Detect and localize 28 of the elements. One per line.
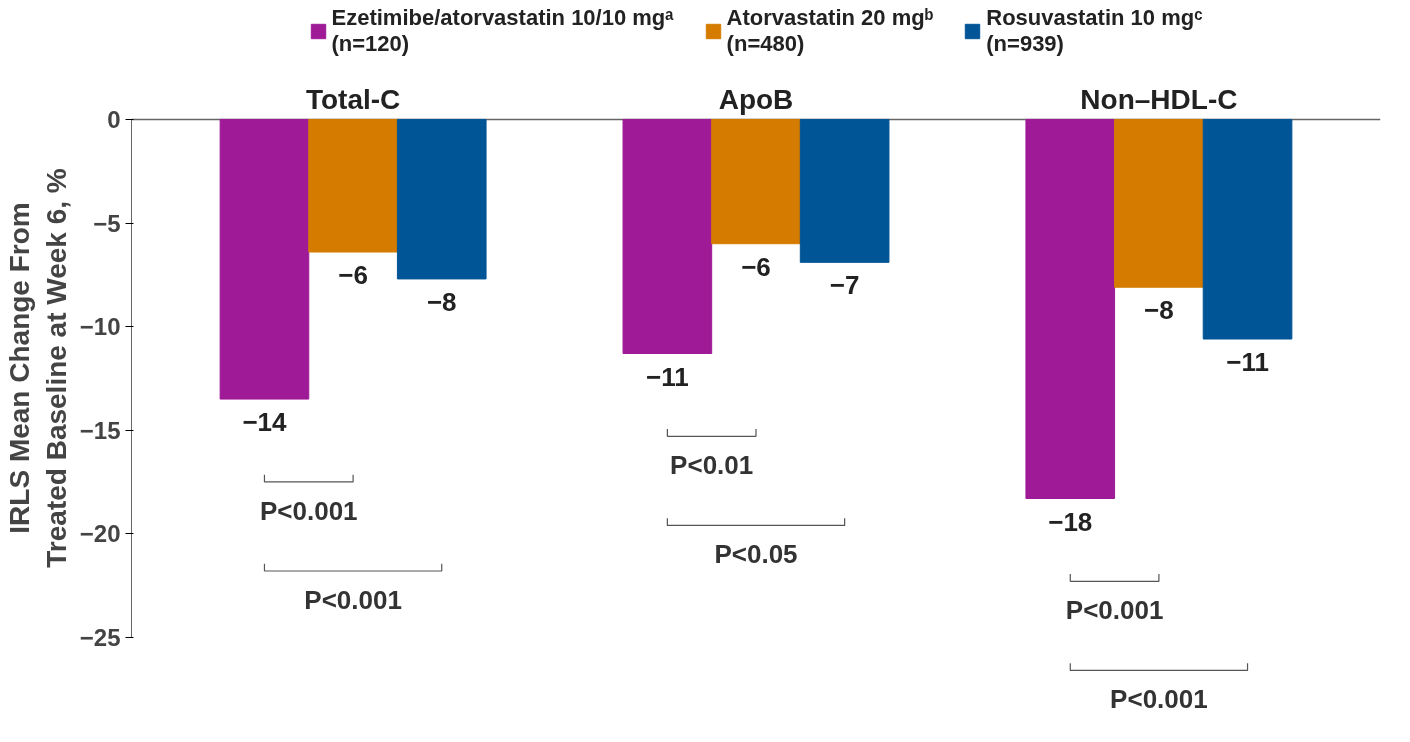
y-tick-label: −20 <box>79 520 121 548</box>
y-axis-title: IRLS Mean Change From Treated Baseline at Week 6, % <box>3 168 72 568</box>
legend-label: Ezetimibe/atorvastatin 10/10 mgᵃ (n=120) <box>331 5 674 57</box>
data-label: −11 <box>1226 347 1269 377</box>
annotation: P<0.001 <box>259 495 358 526</box>
data-label: −7 <box>829 270 860 301</box>
data-label: −8 <box>1144 295 1174 326</box>
text: P<0.001 <box>1110 684 1208 715</box>
annotation: P<0.01 <box>670 450 754 481</box>
x-tick-label: Total-C <box>305 84 401 116</box>
data-label: −14 <box>242 407 288 438</box>
y-tick-label: −15 <box>79 416 121 444</box>
x-tick-label: ApoB <box>718 84 794 116</box>
data-label: −11 <box>646 361 689 392</box>
y-tick-label: −5 <box>93 209 121 237</box>
annotation: P<0.001 <box>1065 595 1164 626</box>
data-label: −6 <box>338 260 368 290</box>
data-label: −8 <box>426 286 457 317</box>
y-tick-label: −25 <box>79 623 121 651</box>
y-tick-label: −10 <box>79 313 121 341</box>
y-tick-label: 0 <box>107 105 121 133</box>
x-tick-label: Non–HDL-C <box>1080 84 1238 116</box>
legend-label: Atorvastatin 20 mgᵇ (n=480) <box>726 5 934 57</box>
annotation: P<0.001 <box>304 585 402 615</box>
legend-label: Rosuvastatin 10 mgᶜ (n=939) <box>986 5 1203 57</box>
data-label: −18 <box>1048 506 1093 537</box>
data-label: −6 <box>741 251 771 282</box>
annotation: P<0.05 <box>714 539 798 570</box>
